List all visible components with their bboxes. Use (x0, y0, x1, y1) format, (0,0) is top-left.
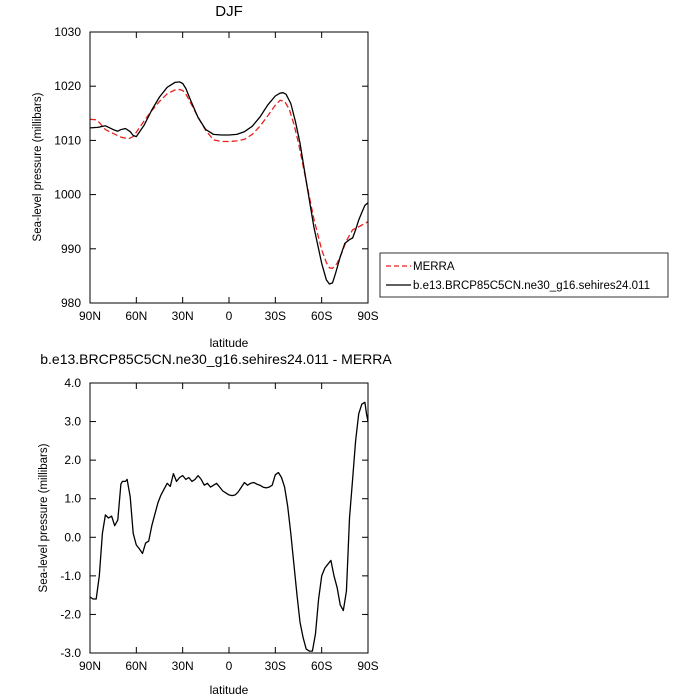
top-y-axis-label: Sea-level pressure (millibars) (32, 92, 44, 241)
x-tick-label: 60N (125, 309, 147, 323)
top-series-group (89, 81, 369, 285)
y-tick-label: 0.0 (64, 530, 81, 544)
legend-merra-label: MERRA (413, 261, 455, 273)
top-panel: DJF Sea-level pressure (millibars) latit… (32, 3, 379, 350)
top-plot-frame (89, 31, 369, 304)
top-x-axis-label: latitude (210, 336, 249, 350)
x-tick-label: 90N (79, 309, 101, 323)
y-tick-label: 2.0 (64, 453, 81, 467)
x-tick-label: 90N (79, 659, 101, 673)
x-tick-label: 60S (311, 659, 332, 673)
bottom-plot-frame (89, 382, 369, 654)
difference-series-line (89, 401, 369, 652)
x-tick-label: 60S (311, 309, 332, 323)
y-tick-label: 1010 (54, 133, 81, 147)
model-series-line (89, 81, 369, 285)
y-tick-label: 1030 (54, 25, 81, 39)
legend: MERRA b.e13.BRCP85C5CN.ne30_g16.sehires2… (379, 252, 669, 298)
y-tick-label: 4.0 (64, 376, 81, 390)
bottom-series-group (89, 401, 369, 652)
y-tick-label: -2.0 (60, 607, 81, 621)
x-tick-label: 30N (172, 659, 194, 673)
y-tick-label: 1000 (54, 188, 81, 202)
bottom-chart-title: b.e13.BRCP85C5CN.ne30_g16.sehires24.011 … (40, 351, 392, 367)
top-axis-ticks: 90N 60N 30N 0 30S 60S 90S 980 990 1000 1010 1020 103… (54, 25, 378, 323)
bottom-panel: b.e13.BRCP85C5CN.ne30_g16.sehires24.011 … (38, 351, 392, 697)
y-tick-label: 980 (61, 296, 81, 310)
y-tick-label: -1.0 (60, 569, 81, 583)
x-tick-label: 30S (265, 659, 286, 673)
y-tick-label: -3.0 (60, 646, 81, 660)
x-tick-label: 30N (172, 309, 194, 323)
x-tick-label: 90S (357, 659, 378, 673)
x-tick-label: 0 (226, 659, 233, 673)
bottom-y-axis-label: Sea-level pressure (millibars) (38, 443, 50, 592)
legend-box (379, 252, 669, 298)
merra-series-line (89, 88, 369, 269)
bottom-x-axis-label: latitude (210, 683, 249, 697)
x-tick-label: 0 (226, 309, 233, 323)
y-tick-label: 990 (61, 242, 81, 256)
x-tick-label: 60N (125, 659, 147, 673)
y-tick-label: 1.0 (64, 492, 81, 506)
x-tick-label: 30S (265, 309, 286, 323)
top-chart-title: DJF (215, 3, 243, 20)
y-tick-label: 3.0 (64, 415, 81, 429)
legend-model-label: b.e13.BRCP85C5CN.ne30_g16.sehires24.011 (413, 280, 650, 292)
y-tick-label: 1020 (54, 79, 81, 93)
x-tick-label: 90S (357, 309, 378, 323)
bottom-axis-ticks: 90N 60N 30N 0 30S 60S 90S -3.0 -2.0 -1.0 0.0 1.0 2.0… (60, 376, 378, 673)
